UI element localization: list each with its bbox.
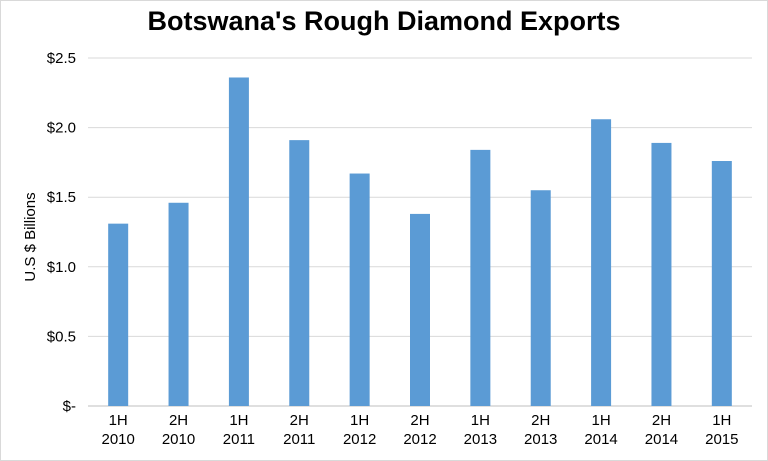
x-tick-label: 2H bbox=[169, 412, 188, 429]
x-tick-label: 2011 bbox=[283, 431, 315, 448]
y-axis-label: U.S $ Billions bbox=[22, 192, 39, 281]
bar bbox=[228, 77, 249, 406]
chart-title: Botswana's Rough Diamond Exports bbox=[147, 6, 621, 36]
bar bbox=[591, 119, 612, 407]
x-tick-label: 2011 bbox=[223, 431, 255, 448]
y-tick-label: $2.5 bbox=[47, 50, 76, 67]
x-tick-label: 1H bbox=[591, 412, 610, 429]
x-tick-label: 2H bbox=[652, 412, 671, 429]
x-tick-label: 2H bbox=[290, 412, 309, 429]
bar bbox=[108, 223, 129, 406]
x-tick-label: 2013 bbox=[464, 431, 497, 448]
x-tick-label: 2H bbox=[410, 412, 429, 429]
y-tick-label: $- bbox=[63, 398, 76, 415]
bar bbox=[410, 213, 430, 406]
y-tick-label: $0.5 bbox=[47, 328, 76, 345]
bar bbox=[711, 161, 732, 406]
bar bbox=[289, 140, 310, 407]
bar bbox=[651, 142, 672, 407]
y-tick-label: $1.0 bbox=[47, 259, 76, 276]
x-tick-label: 1H bbox=[229, 412, 248, 429]
x-tick-label: 2010 bbox=[101, 431, 134, 448]
bar bbox=[470, 149, 491, 406]
bar bbox=[168, 202, 189, 406]
x-tick-label: 2012 bbox=[343, 431, 376, 448]
y-tick-label: $1.5 bbox=[47, 189, 76, 206]
bar bbox=[349, 173, 370, 406]
x-tick-label: 2013 bbox=[524, 431, 557, 448]
x-tick-label: 1H bbox=[350, 412, 369, 429]
y-tick-label: $2.0 bbox=[47, 120, 76, 137]
x-tick-label: 2010 bbox=[162, 431, 195, 448]
x-tick-label: 2H bbox=[531, 412, 550, 429]
x-tick-label: 1H bbox=[712, 412, 731, 429]
x-tick-label: 1H bbox=[109, 412, 128, 429]
x-tick-label: 1H bbox=[471, 412, 490, 429]
x-tick-label: 2014 bbox=[584, 431, 617, 448]
x-tick-label: 2012 bbox=[403, 431, 436, 448]
bar bbox=[530, 190, 551, 406]
x-tick-label: 2015 bbox=[705, 431, 738, 448]
x-tick-label: 2014 bbox=[645, 431, 678, 448]
